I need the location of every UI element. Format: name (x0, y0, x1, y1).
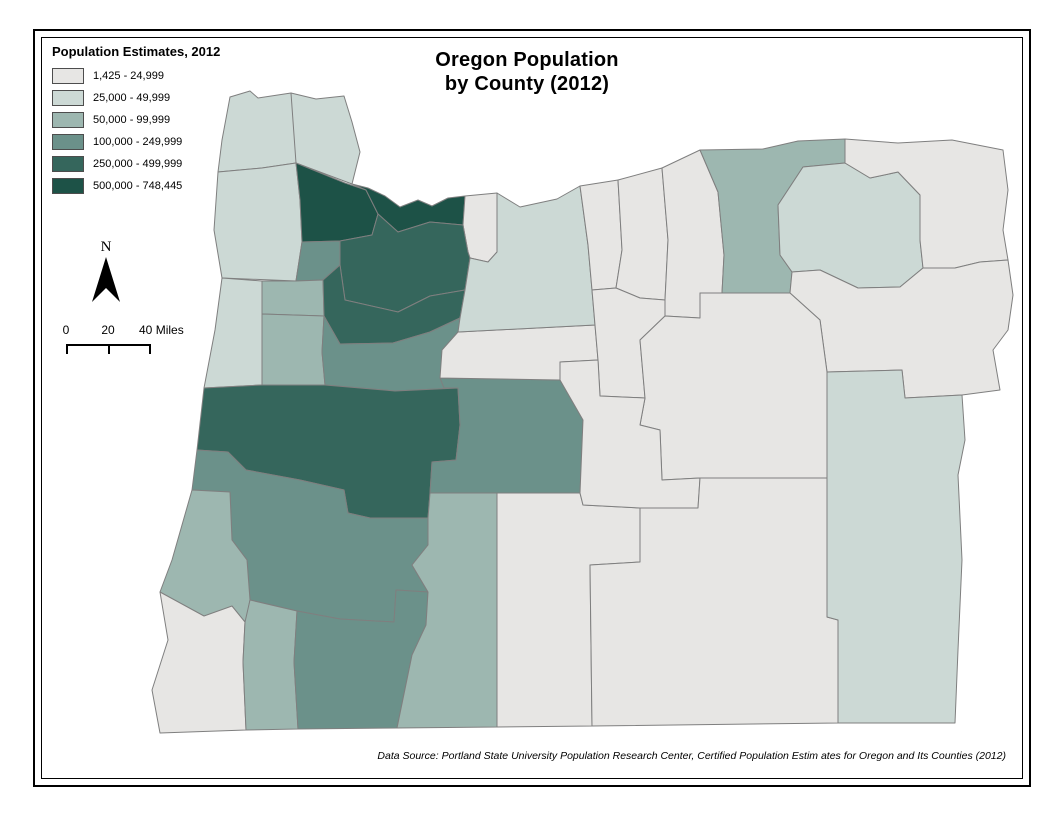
county-curry (151, 591, 247, 734)
county-polk (261, 279, 325, 317)
scale-bar-tick (108, 346, 110, 354)
county-wasco (457, 185, 596, 333)
county-lincoln (203, 277, 263, 389)
legend-class-label: 500,000 - 748,445 (93, 179, 183, 192)
county-grant (639, 292, 828, 481)
legend-item-1: 1,425 - 24,999 (52, 67, 292, 84)
data-source-note: Data Source: Portland State University P… (377, 750, 1006, 762)
legend-swatch (52, 155, 84, 172)
legend: Population Estimates, 2012 1,425 - 24,99… (52, 44, 292, 200)
legend-item-6: 500,000 - 748,445 (52, 177, 292, 194)
legend-class-label: 1,425 - 24,999 (93, 69, 164, 82)
legend-class-label: 250,000 - 499,999 (93, 157, 183, 170)
legend-swatch (52, 177, 84, 194)
north-arrow-label: N (100, 239, 112, 255)
legend-title: Population Estimates, 2012 (52, 44, 221, 59)
legend-item-4: 100,000 - 249,999 (52, 133, 292, 150)
scale-bar-tick (149, 346, 151, 354)
legend-rows: 1,425 - 24,999 25,000 - 49,999 50,000 - 99… (52, 67, 292, 194)
scale-tick-label-20: 20 (101, 323, 115, 337)
legend-swatch (52, 133, 84, 150)
north-arrow-icon (92, 257, 120, 302)
legend-item-2: 25,000 - 49,999 (52, 89, 292, 106)
county-union (777, 162, 924, 289)
map-title: Oregon Population by County (2012) (310, 48, 744, 96)
county-benton (261, 313, 326, 386)
legend-swatch (52, 111, 84, 128)
legend-item-3: 50,000 - 99,999 (52, 111, 292, 128)
county-malheur (826, 369, 966, 724)
scale-bar-tick (66, 346, 68, 354)
scale-tick-label-0: 0 (62, 323, 70, 337)
outer-neatline (33, 29, 1031, 787)
scale-tick-label-40: 40 Miles (139, 323, 184, 337)
scale-unit: Miles (155, 323, 184, 337)
legend-class-label: 25,000 - 49,999 (93, 91, 171, 104)
legend-class-label: 50,000 - 99,999 (93, 113, 171, 126)
map-title-line2: by County (2012) (444, 73, 610, 95)
legend-class-label: 100,000 - 249,999 (93, 135, 183, 148)
county-josephine (242, 599, 299, 731)
county-gilliam (615, 167, 669, 301)
legend-swatch (52, 89, 84, 106)
legend-item-5: 250,000 - 499,999 (52, 155, 292, 172)
map-title-line1: Oregon Population (435, 49, 619, 71)
legend-swatch (52, 67, 84, 84)
scale-bar (66, 344, 151, 354)
